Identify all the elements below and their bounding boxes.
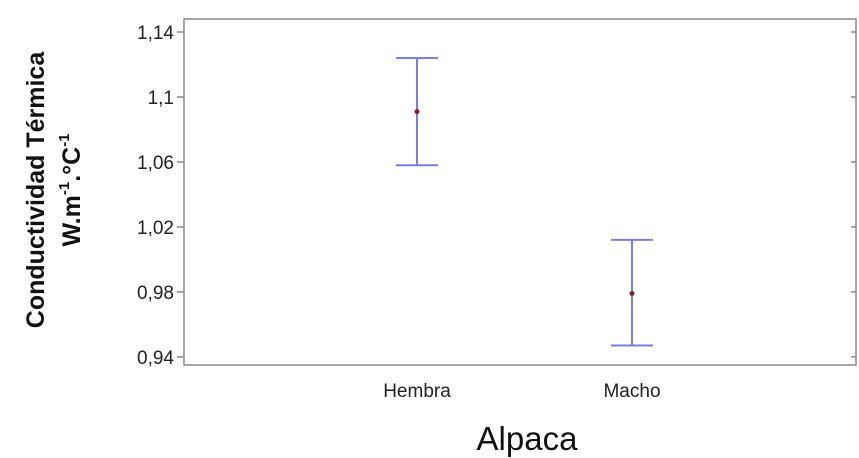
y-tick-label: 1,02	[137, 218, 174, 239]
x-tick-label: Macho	[603, 381, 660, 402]
mean-point	[414, 109, 420, 115]
y-axis-title-unit-sup2: -1	[56, 133, 73, 146]
x-axis: Hembra Macho	[383, 381, 660, 402]
y-axis-title-unit-sup1: -1	[56, 182, 73, 195]
y-axis-title-line2: W.m-1.°C-1	[56, 133, 86, 246]
y-axis-title: Conductividad Térmica W.m-1.°C-1	[22, 51, 86, 329]
mean-point	[629, 291, 635, 297]
y-tick-label: 1,14	[137, 23, 174, 44]
y-axis-title-line1: Conductividad Térmica	[22, 51, 50, 329]
plot-frame	[183, 18, 857, 366]
y-tick-label: 0,94	[137, 348, 174, 369]
y-tick-label: 0,98	[137, 283, 174, 304]
y-tick-label: 1,1	[148, 88, 174, 109]
y-axis-title-unit-mid: .°C	[58, 147, 86, 182]
x-tick-label: Hembra	[383, 381, 451, 402]
x-axis-title: Alpaca	[477, 420, 579, 457]
y-axis-right-ticks	[851, 31, 856, 358]
y-axis: 0,94 0,98 1,02 1,06 1,1 1,14	[137, 23, 184, 369]
y-tick-label: 1,06	[137, 153, 174, 174]
y-axis-title-unit-base: W.m	[58, 195, 86, 246]
error-bars	[396, 56, 653, 347]
